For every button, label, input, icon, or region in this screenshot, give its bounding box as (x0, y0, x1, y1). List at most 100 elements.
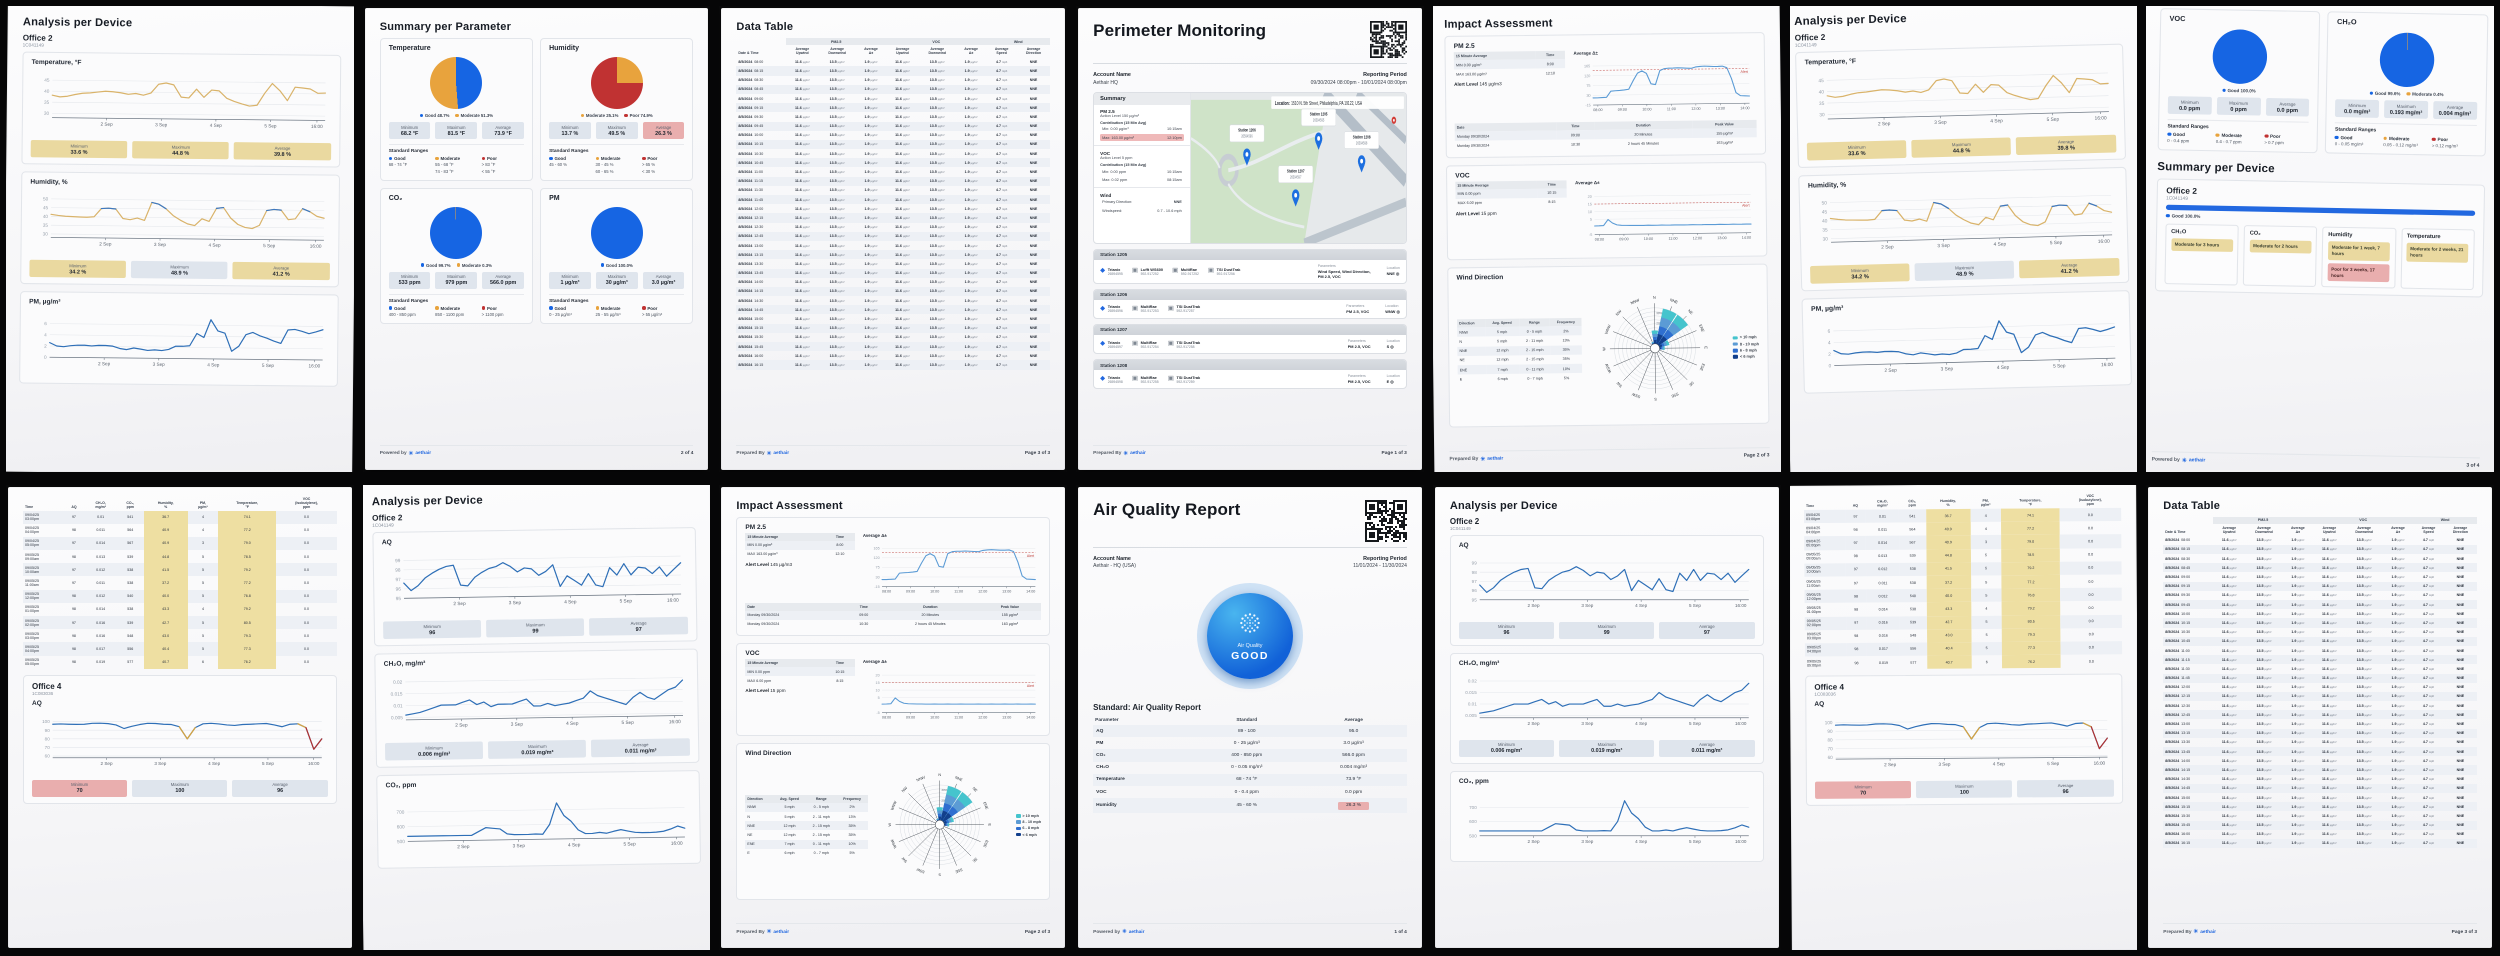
svg-text:5 Sep: 5 Sep (619, 598, 632, 604)
svg-text:99: 99 (395, 558, 401, 564)
table-row: 09/05/25 09:00am 98 0.013 539 44.8 5 78.5 0.0 (23, 550, 337, 564)
page-title: Data Table (2163, 499, 2221, 512)
page-device-data-table[interactable]: Time AQ CH₂O, mg/m³ CO₂, ppm Humidity, % PM, … (1789, 484, 2138, 950)
table-row: Humidity 45 - 60 % 26.3 % (1093, 798, 1407, 814)
humidity-chart: 50 45 40 35 30 2 Sep 3 Sep 4 Sep 5 Sep 16:00 (30, 188, 331, 260)
stat-tile: Minimum 13.7 % (549, 122, 591, 139)
page-summary-per-parameter[interactable]: Summary per Parameter Temperature Good 4… (364, 8, 709, 470)
trianix-device-icon: ◆ (1100, 266, 1106, 274)
page-perimeter-monitoring[interactable]: Perimeter Monitoring Account Name Aethair… (1078, 8, 1422, 470)
parameter-card-humidity: Humidity Moderate 25.1% Poor 74.9% Minimu… (540, 38, 694, 181)
standards-table: Parameter Standard Average AQ 89 - 100 95.0 PM… (1093, 716, 1407, 814)
co2-chart: 700 600 500 2 Sep 3 Sep 4 Sep 5 Sep 16:00 (1459, 787, 1755, 855)
table-row: 8/5/2024 14:15 11.6µg/m³ 13.5µg/m³ 1.9µg/m³… (736, 286, 1051, 297)
table-row: Monday 09/30/2024 10:30 2 hours 45 Minutes… (747, 622, 1019, 627)
page-analysis-per-device-aq[interactable]: Analysis per Device Office 2 1C041149 AQ… (362, 484, 711, 950)
table-row: CH₂O 0 - 0.05 mg/m³ 0.004 mg/m³ (1096, 765, 1368, 771)
wind-direction-table: Direction Avg. Speed Range Frequency NNW 5 mp… (1456, 318, 1583, 384)
pm25-impact-card: PM 2.5 15 Minute Average Time MIN 0.00 µg/… (736, 516, 1051, 637)
svg-text:3 Sep: 3 Sep (154, 761, 166, 766)
station-card: Station 1207 ◆ Trianix 26594597 ▣ MultiRae 592… (1093, 323, 1407, 355)
table-row: 8/5/2024 14:15 11.6µg/m³ 13.5µg/m³ 1.9µg/m³… (2163, 765, 2477, 775)
page-footer: Prepared By ✳ aethair Page 2 of 3 (736, 923, 1051, 935)
page-analysis-per-device-aq[interactable]: Analysis per Device Office 2 1C041149 AQ… (1434, 486, 1779, 948)
range-dot (435, 306, 439, 310)
office4-card: Office 4 1C083036 AQ 100 90 80 70 60 2 Sep 3 S… (23, 674, 337, 804)
svg-text:12:00: 12:00 (978, 589, 987, 593)
legend-dot (600, 263, 605, 267)
svg-text:70: 70 (45, 745, 51, 750)
table-row: 09/04/25 05:00pm 97 0.014 567 40.9 3 79.0 0.0 (23, 536, 337, 551)
svg-text:14:00: 14:00 (1742, 235, 1751, 239)
section-title: Standard: Air Quality Report (1093, 703, 1201, 712)
page-impact-assessment[interactable]: Impact Assessment PM 2.5 15 Minute Avera… (721, 486, 1066, 948)
svg-text:13:00: 13:00 (1002, 716, 1011, 720)
svg-text:80: 80 (45, 736, 51, 741)
page-impact-assessment[interactable]: Impact Assessment PM 2.5 15 Minute Avera… (1432, 6, 1781, 472)
svg-text:6: 6 (44, 321, 47, 326)
svg-text:5 Sep: 5 Sep (2049, 240, 2062, 246)
page-summary-voc-ch2o[interactable]: VOC Good 100.0% Minimum 0.0 ppm Maximum 0 p… (2146, 6, 2494, 472)
svg-text:16:00: 16:00 (308, 761, 320, 766)
svg-text:45: 45 (1821, 209, 1827, 215)
office4-aq-stats: Minimum 70 Maximum 100 Average 96 (1814, 779, 2114, 799)
table-row: 8/5/2024 10:45 11.6µg/m³ 13.5µg/m³ 1.9µg/m³… (736, 158, 1051, 168)
page-data-table[interactable]: Data Table PM2.5 VOC Wind Date & Time Averag… (721, 8, 1066, 470)
table-row: 8/5/2024 08:45 11.6µg/m³ 13.5µg/m³ 1.9µg/m³… (736, 84, 1051, 94)
page-data-table[interactable]: Data Table PM2.5 VOC Wind Date & Time Averag… (2148, 486, 2492, 948)
summary-humidity-card: Humidity Moderate for 1 week, 7 hours Poo… (2321, 226, 2397, 289)
page-title: Summary per Parameter (379, 21, 512, 33)
svg-text:14:00: 14:00 (1740, 106, 1749, 110)
table-row: 8/5/2024 11:45 11.6µg/m³ 13.5µg/m³ 1.9µg/m³… (2163, 673, 2477, 683)
aethair-logo-icon: ✳ (1480, 456, 1486, 463)
table-row: 8/5/2024 11:15 11.6µg/m³ 13.5µg/m³ 1.9µg/m³… (2163, 655, 2477, 665)
stat-tile: Average 41.2 % (232, 261, 330, 281)
svg-text:30: 30 (1822, 236, 1828, 242)
svg-text:NNE: NNE (954, 776, 963, 783)
page-footer: Prepared By ✳ aethair Page 1 of 3 (1093, 444, 1407, 457)
stat-tile: Average 39.8 % (2015, 134, 2116, 156)
page-number: Page 3 of 3 (2451, 929, 2477, 935)
aq-chart: 99 98 97 96 95 2 Sep 3 Sep 4 Sep 5 Sep 16:00 (1459, 551, 1755, 619)
legend-dot (1015, 814, 1021, 818)
map-location: Location:1510 N. 5th Street, Philadelphi… (1275, 100, 1362, 106)
table-row: 8/5/2024 10:45 11.6µg/m³ 13.5µg/m³ 1.9µg/m³… (2163, 636, 2477, 646)
page-title: Perimeter Monitoring (1093, 21, 1267, 40)
svg-text:5 Sep: 5 Sep (2047, 761, 2060, 766)
svg-text:35: 35 (1819, 101, 1825, 107)
svg-text:16:00: 16:00 (2094, 115, 2106, 121)
duration-chip: Moderate for 3 hours (2171, 238, 2234, 253)
page-analysis-per-device[interactable]: Analysis per Device Office 2 1C041149 Te… (6, 6, 354, 472)
page-device-data-table[interactable]: Time AQ CH₂O, mg/m³ CO₂, ppm Humidity, % PM, … (8, 486, 352, 948)
svg-text:16:00: 16:00 (669, 719, 681, 725)
range-dot (2432, 137, 2437, 142)
svg-text:3 Sep: 3 Sep (155, 122, 168, 127)
pm-chart: 6 4 2 0 2 Sep 3 Sep 4 Sep 5 Sep 16:00 (28, 307, 329, 379)
svg-text:09:00: 09:00 (1620, 237, 1629, 241)
svg-text:26594596: 26594596 (1241, 133, 1253, 138)
aq-section: AQ 99 98 97 96 95 2 Sep 3 Sep 4 Sep 5 Sep 16:00 M… (1449, 534, 1764, 646)
table-row: 8/5/2024 12:00 11.6µg/m³ 13.5µg/m³ 1.9µg/m³… (2165, 685, 2465, 690)
svg-text:SE: SE (971, 857, 978, 864)
table-row: 8/5/2024 08:45 11.6µg/m³ 13.5µg/m³ 1.9µg/m³… (2163, 563, 2477, 573)
svg-text:WSW: WSW (890, 838, 898, 849)
stat-tile: Average 96 (232, 779, 328, 797)
ch2o-stats: Minimum 0.006 mg/m³ Maximum 0.019 mg/m³ Aver… (1458, 739, 1755, 757)
stat-tile: Minimum 0.0 ppm (2167, 96, 2212, 115)
svg-text:45: 45 (1818, 78, 1824, 84)
svg-text:SSE: SSE (954, 868, 963, 875)
page-air-quality-report-cover[interactable]: Air Quality Report Account Name Aethair -… (1078, 486, 1422, 948)
page-title: Impact Assessment (1444, 17, 1553, 31)
svg-text:30: 30 (875, 575, 879, 579)
svg-text:5 Sep: 5 Sep (2046, 117, 2059, 123)
legend-dot (1015, 826, 1021, 831)
page-analysis-per-device[interactable]: Analysis per Device Office 2 1C041149 Te… (1789, 6, 2138, 472)
table-row: 8/5/2024 12:45 11.6µg/m³ 13.5µg/m³ 1.9µg/m³… (2163, 710, 2477, 720)
svg-text:16:00: 16:00 (667, 597, 679, 603)
table-row: MAX 163.00 µg/m³ 12:10 (1455, 71, 1555, 77)
humidity-section: Humidity, % 50 45 40 35 30 2 Sep 3 Sep 4 Sep 5 S… (20, 171, 340, 288)
sensor-device-icon: ▣ (1131, 304, 1138, 312)
